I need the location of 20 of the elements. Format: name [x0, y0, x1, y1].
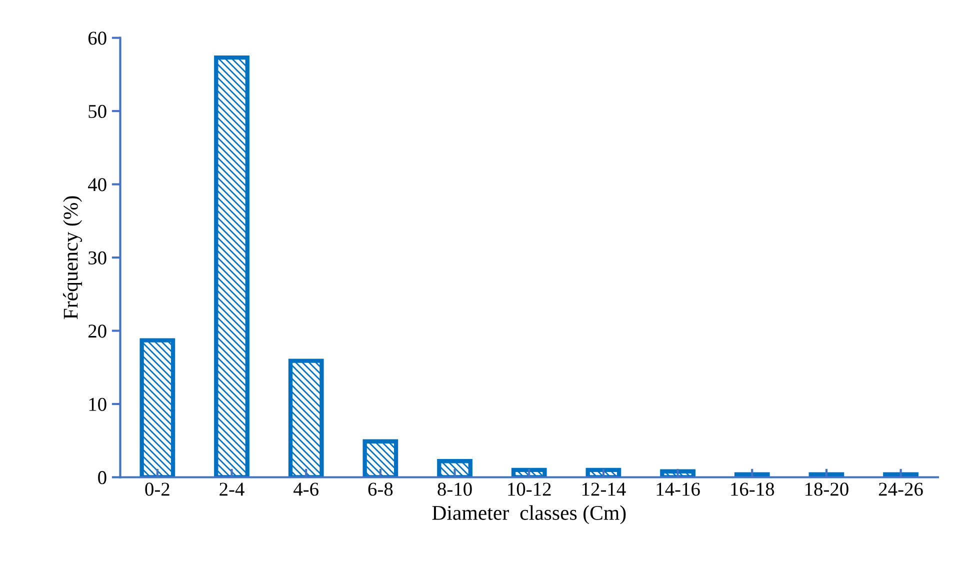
y-tick-label: 20 — [88, 324, 106, 338]
x-tick-label: 24-26 — [878, 482, 923, 496]
x-tick-label: 0-2 — [145, 482, 170, 496]
y-tick-label: 50 — [88, 104, 106, 118]
x-tick-label: 10-12 — [508, 482, 551, 496]
y-tick-label: 40 — [88, 178, 106, 192]
y-tick-label: 30 — [88, 251, 106, 264]
y-tick-label: 0 — [98, 471, 106, 484]
x-tick-label: 18-20 — [805, 482, 848, 496]
x-tick-label: 8-10 — [438, 482, 472, 496]
y-axis-title: Fréquency (%) — [63, 196, 82, 320]
y-tick-label: 60 — [88, 32, 106, 45]
x-tick-label: 4-6 — [294, 482, 318, 496]
x-axis-title: Diameter classes (Cm) — [432, 505, 626, 524]
x-tick-label: 16-18 — [731, 482, 774, 496]
x-tick-label: 12-14 — [582, 482, 626, 496]
x-tick-label: 14-16 — [656, 482, 700, 496]
x-tick-label: 6-8 — [368, 482, 393, 496]
x-tick-label: 2-4 — [220, 482, 244, 496]
y-tick-label: 10 — [89, 398, 106, 411]
